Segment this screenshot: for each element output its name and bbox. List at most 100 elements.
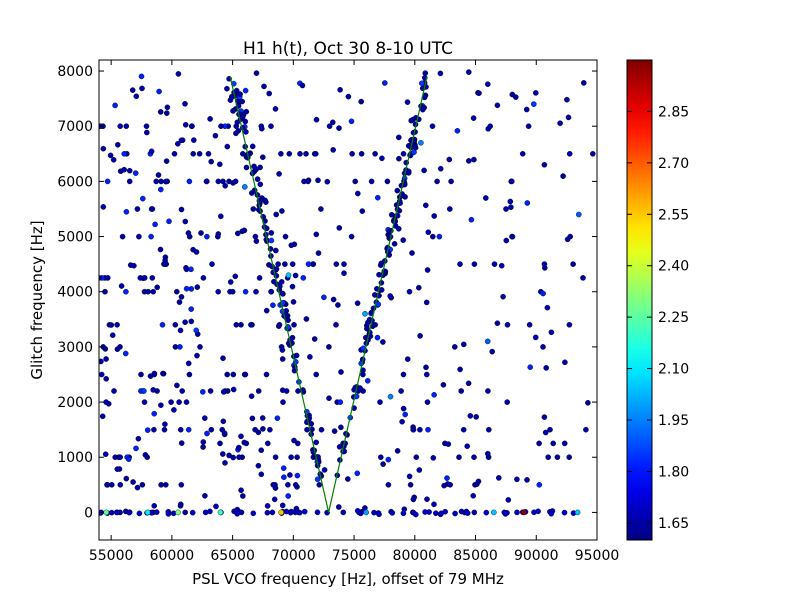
data-point: [561, 509, 568, 516]
data-point: [103, 375, 109, 382]
data-point: [468, 216, 475, 223]
data-point: [178, 440, 185, 446]
data-point: [514, 509, 520, 516]
data-point: [324, 178, 331, 185]
data-point: [280, 465, 287, 472]
colorbar-tick-label: 1.80: [658, 464, 689, 480]
data-point: [291, 437, 297, 444]
data-point: [417, 333, 423, 339]
colorbar-tick-label: 2.70: [658, 156, 689, 172]
data-point: [109, 332, 116, 339]
data-point: [232, 178, 239, 185]
data-point: [209, 261, 215, 267]
data-point: [205, 150, 212, 157]
data-point: [248, 393, 255, 400]
data-point: [104, 178, 111, 185]
data-point: [471, 156, 477, 163]
data-point: [254, 176, 261, 182]
data-point: [279, 356, 286, 362]
data-point: [193, 327, 199, 334]
y-axis-label: Glitch frequency [Hz]: [28, 220, 46, 379]
data-point: [410, 496, 417, 503]
data-point: [175, 71, 182, 77]
data-point: [543, 365, 550, 371]
data-point: [185, 360, 192, 367]
data-point: [114, 346, 121, 353]
data-point: [446, 156, 453, 163]
data-point: [509, 233, 516, 240]
data-point: [471, 509, 478, 516]
data-point: [391, 240, 398, 247]
data-point: [354, 300, 361, 307]
data-point: [171, 407, 177, 413]
data-point: [313, 116, 320, 123]
data-point: [273, 266, 280, 272]
data-point: [151, 410, 157, 417]
data-point: [566, 321, 573, 328]
data-point: [416, 467, 423, 473]
data-point: [376, 511, 382, 518]
data-point: [404, 99, 411, 105]
data-point: [423, 299, 430, 306]
data-point: [217, 509, 224, 516]
data-point: [440, 381, 447, 388]
data-point: [471, 454, 477, 461]
data-point: [138, 371, 144, 378]
y-tick-label: 0: [84, 505, 93, 521]
data-point: [117, 481, 124, 488]
data-point: [161, 426, 168, 433]
data-point: [148, 233, 154, 240]
data-point: [400, 405, 407, 412]
data-point: [380, 339, 386, 345]
x-tick-label: 55000: [89, 548, 134, 564]
data-point: [291, 321, 297, 328]
data-point: [548, 510, 555, 517]
data-point: [508, 178, 515, 185]
data-point: [371, 292, 378, 298]
data-point: [329, 119, 336, 126]
data-point: [99, 413, 106, 420]
data-point: [263, 307, 270, 314]
data-point: [378, 260, 385, 267]
data-point: [240, 112, 247, 118]
data-point: [484, 338, 491, 345]
data-point: [176, 299, 183, 305]
data-point: [164, 104, 171, 111]
data-point: [400, 150, 407, 157]
data-point: [505, 497, 512, 503]
data-point: [248, 321, 254, 328]
data-point: [278, 509, 285, 516]
data-point: [108, 322, 115, 328]
data-point: [186, 371, 193, 378]
data-point: [99, 510, 104, 516]
colorbar-tick-label: 1.65: [658, 516, 689, 532]
data-point: [135, 435, 142, 442]
data-point: [422, 509, 428, 515]
data-point: [566, 150, 573, 157]
data-point: [182, 218, 189, 225]
data-point: [395, 134, 402, 141]
data-point: [413, 454, 420, 461]
data-point: [541, 414, 548, 420]
data-point: [281, 474, 287, 481]
data-point: [268, 288, 275, 295]
data-point: [194, 284, 201, 290]
data-point: [208, 426, 215, 433]
colorbar-ticks: 1.65 1.80 1.95 2.10 2.25 2.40 2.55 2.70 2.85: [627, 104, 689, 532]
data-point: [107, 152, 114, 159]
data-point: [438, 510, 445, 517]
data-point: [202, 492, 208, 499]
data-point: [407, 481, 414, 488]
data-point: [253, 70, 260, 76]
data-point: [583, 426, 589, 433]
data-point: [564, 96, 570, 103]
data-point: [590, 150, 596, 157]
x-tick-label: 80000: [393, 548, 438, 564]
data-point: [117, 123, 123, 129]
data-point: [565, 114, 572, 121]
data-point: [313, 231, 320, 238]
colorbar-gradient: [626, 59, 653, 541]
data-point: [196, 150, 203, 157]
data-point: [394, 448, 401, 454]
data-point: [242, 118, 249, 125]
